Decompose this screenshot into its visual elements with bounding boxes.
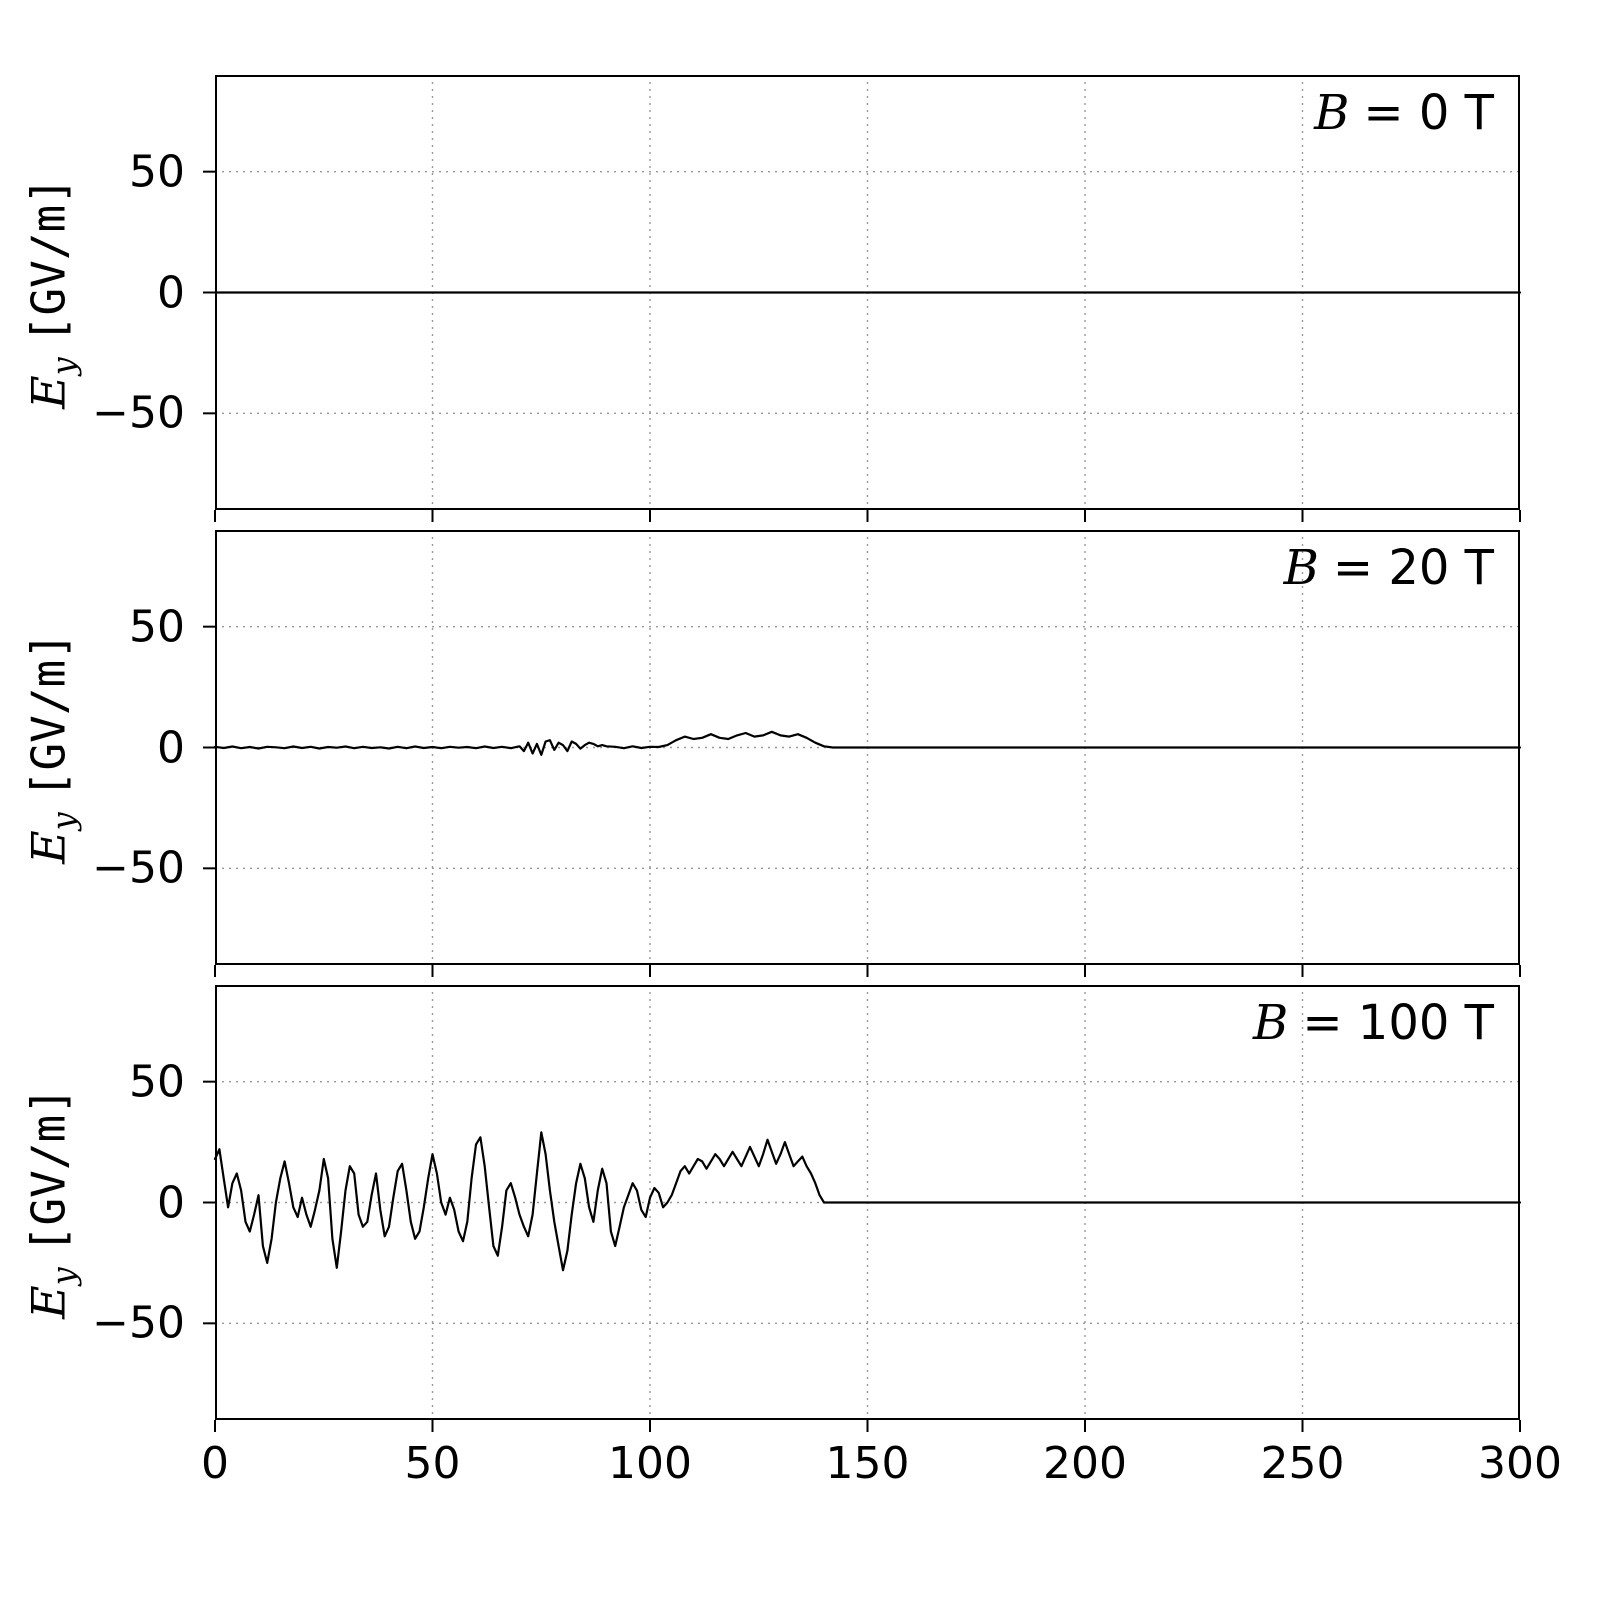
panel-row-b100: Ey [GV/m] −50 0 50 B = 100 T [0,985,1600,1432]
y-axis-label: Ey [GV/m] [21,177,82,409]
plot-panel-b20: B = 20 T [203,530,1522,977]
x-axis-tick-labels: 0 50 100 150 200 250 300 [201,1420,1562,1510]
y-axis-label-var: E [21,374,76,409]
plot-panel-b100: B = 100 T [203,985,1522,1432]
panel-annotation: B = 100 T [1253,995,1494,1051]
panel-row-b0: Ey [GV/m] −50 0 50 B = 0 T [0,75,1600,522]
y-tick-label: 50 [129,1056,185,1108]
annotation-var: B [1253,995,1289,1051]
panel-annotation: B = 0 T [1314,85,1494,141]
y-axis-label-unit: [GV/m] [21,1086,76,1253]
y-axis-label-var: E [21,829,76,864]
plot-svg [203,75,1522,522]
y-gutter-spacer [0,1420,215,1510]
x-tick-label: 150 [825,1438,910,1489]
panel-row-b20: Ey [GV/m] −50 0 50 B = 20 T [0,530,1600,977]
panel-annotation: B = 20 T [1284,540,1494,596]
x-tick-label: 50 [404,1438,461,1489]
x-axis-row: 0 50 100 150 200 250 300 [0,1420,1600,1510]
x-tick-label: 250 [1260,1438,1345,1489]
plot-svg [203,530,1522,977]
annotation-var: B [1283,540,1319,596]
annotation-eq: = 0 T [1363,85,1494,141]
y-tick-label: 50 [129,601,185,653]
series-line [213,1131,1522,1272]
x-tick-label: 0 [201,1438,229,1489]
y-gutter: Ey [GV/m] −50 0 50 [0,985,215,1420]
x-tick-label: 300 [1478,1438,1562,1489]
y-axis-label-var: E [21,1284,76,1319]
y-tick-label: −50 [92,842,185,894]
y-tick-label: 0 [157,722,185,773]
y-gutter: Ey [GV/m] −50 0 50 [0,75,215,510]
y-tick-label: 50 [129,146,185,198]
series-line [213,730,1522,756]
y-axis-label: Ey [GV/m] [21,1087,82,1319]
y-axis-label-unit: [GV/m] [21,631,76,798]
y-tick-label: 0 [157,267,185,318]
y-axis-label-sub: y [44,811,83,830]
plot-panel-b0: B = 0 T [203,75,1522,522]
y-tick-label: 0 [157,1177,185,1228]
annotation-eq: = 100 T [1302,995,1494,1051]
y-tick-label: −50 [92,387,185,439]
y-gutter: Ey [GV/m] −50 0 50 [0,530,215,965]
annotation-eq: = 20 T [1332,540,1494,596]
x-tick-label: 100 [608,1438,692,1489]
plot-svg [203,985,1522,1432]
x-tick-label: 200 [1043,1438,1127,1489]
annotation-var: B [1314,85,1350,141]
y-axis-label-unit: [GV/m] [21,176,76,343]
y-axis-label-sub: y [44,356,83,375]
y-axis-label-sub: y [44,1266,83,1285]
y-tick-label: −50 [92,1297,185,1349]
y-axis-label: Ey [GV/m] [21,632,82,864]
